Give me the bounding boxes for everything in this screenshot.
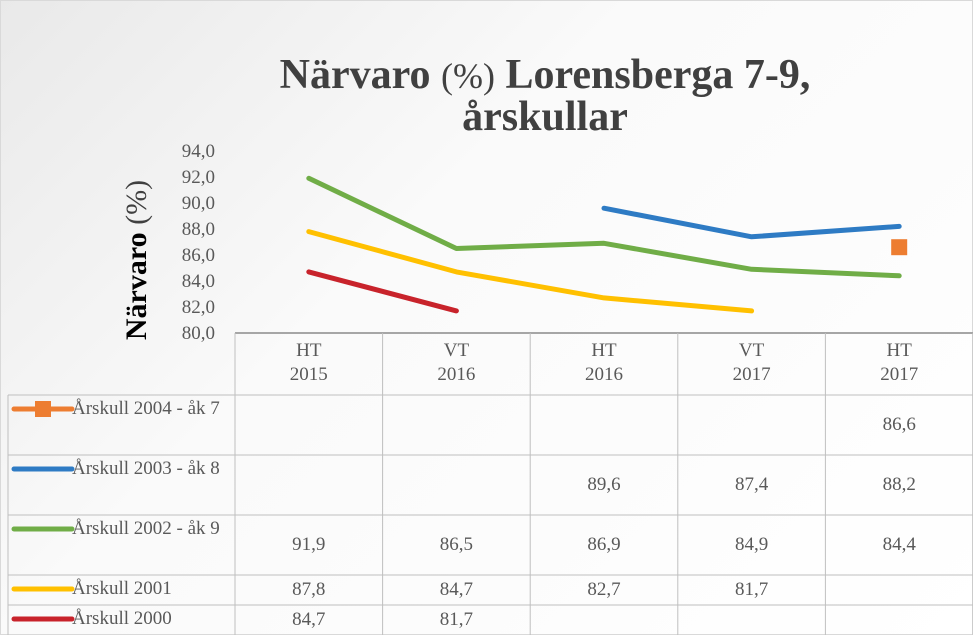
title-part: Lorensberga 7-9, — [505, 52, 810, 98]
x-tick-label: HT 2016 — [585, 340, 623, 385]
legend-label: Årskull 2000 — [72, 608, 172, 629]
series-line — [306, 269, 459, 314]
series-line — [306, 229, 755, 314]
table-value: 81,7 — [439, 609, 474, 630]
table-value: 84,7 — [292, 609, 326, 630]
chart-title: Närvaro (%) Lorensberga 7-9, — [280, 52, 811, 98]
table-value: 84,4 — [882, 534, 916, 555]
x-tick-label: HT 2015 — [289, 340, 328, 385]
label-part: (%) — [120, 180, 153, 225]
title-part: Närvaro — [280, 52, 431, 98]
table-value: 86,9 — [587, 534, 621, 555]
table-value: 87,4 — [734, 474, 769, 495]
y-tick-label: 80,0 — [182, 323, 215, 344]
table-value: 81,7 — [734, 579, 769, 600]
x-tick-label: VT 2016 — [437, 340, 476, 385]
legend-marker — [35, 401, 51, 417]
series-line — [306, 175, 902, 279]
x-tick-label: HT 2017 — [880, 340, 919, 385]
y-tick-label: 94,0 — [182, 141, 215, 162]
table-value: 91,9 — [292, 534, 326, 555]
table-value: 87,8 — [292, 579, 326, 600]
y-tick-label: 86,0 — [182, 245, 215, 266]
legend-label: Årskull 2004 - åk 7 — [72, 398, 220, 419]
table-value: 88,2 — [882, 474, 916, 495]
label-part: Närvaro — [120, 232, 153, 340]
x-tick-label: VT 2017 — [732, 340, 771, 385]
table-value: 84,9 — [734, 534, 769, 555]
y-axis-label: Närvaro (%) — [120, 180, 153, 340]
table-value: 82,7 — [587, 579, 621, 600]
chart-title: årskullar — [462, 94, 628, 140]
y-tick-label: 88,0 — [182, 219, 215, 240]
table-value: 86,5 — [439, 534, 474, 555]
series-line — [601, 205, 902, 240]
title-part: (%) — [441, 56, 495, 96]
legend-label: Årskull 2001 — [72, 578, 172, 599]
y-tick-label: 90,0 — [182, 193, 215, 214]
y-tick-label: 84,0 — [182, 271, 215, 292]
y-tick-label: 82,0 — [182, 297, 215, 318]
title-part: årskullar — [462, 94, 628, 140]
legend-label: Årskull 2002 - åk 9 — [72, 518, 220, 539]
table-value: 89,6 — [587, 474, 621, 495]
point-marker — [891, 239, 908, 256]
legend-label: Årskull 2003 - åk 8 — [72, 458, 220, 479]
y-tick-label: 92,0 — [182, 167, 215, 188]
table-value: 86,6 — [882, 414, 916, 435]
table-value: 84,7 — [439, 579, 474, 600]
